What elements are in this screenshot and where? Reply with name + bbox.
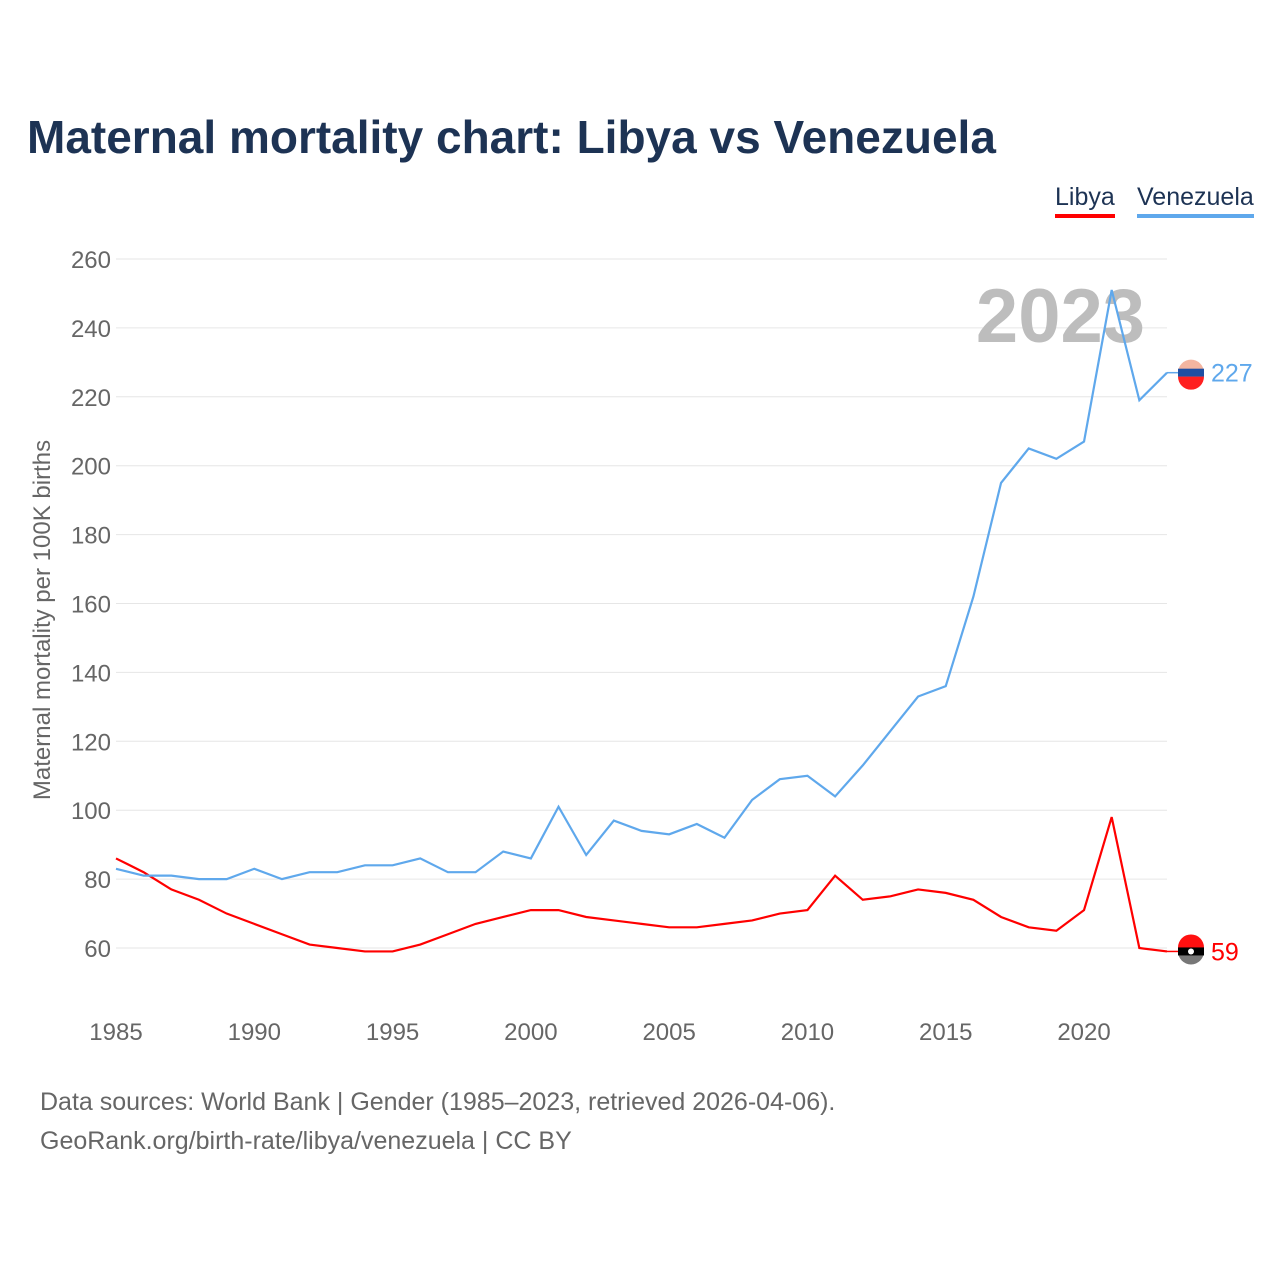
x-tick-label: 1995 <box>366 1019 419 1046</box>
chart-title: Maternal mortality chart: Libya vs Venez… <box>27 111 996 163</box>
x-tick-label: 1985 <box>89 1019 142 1046</box>
flag-stripe <box>1178 376 1204 390</box>
end-value-label: 59 <box>1211 938 1239 966</box>
source-link[interactable]: GeoRank.org/birth-rate/libya/venezuela |… <box>40 1127 572 1155</box>
legend-libya[interactable]: Libya <box>1055 183 1115 218</box>
x-tick-label: 2000 <box>504 1019 557 1046</box>
y-tick-label: 180 <box>71 523 111 550</box>
y-tick-label: 260 <box>71 247 111 274</box>
y-tick-label: 100 <box>71 798 111 825</box>
x-tick-label: 2015 <box>919 1019 972 1046</box>
source-note: Data sources: World Bank | Gender (1985–… <box>40 1088 836 1116</box>
y-tick-label: 140 <box>71 660 111 687</box>
flag-stripe <box>1178 368 1204 377</box>
y-tick-label: 60 <box>84 936 111 963</box>
x-tick-label: 2020 <box>1057 1019 1110 1046</box>
y-tick-label: 240 <box>71 316 111 343</box>
series-line-libya[interactable] <box>115 816 1168 953</box>
x-tick-label: 1990 <box>228 1019 281 1046</box>
end-value-label: 227 <box>1211 360 1253 388</box>
y-axis-label: Maternal mortality per 100K births <box>29 440 56 800</box>
y-tick-label: 200 <box>71 454 111 481</box>
y-tick-label: 120 <box>71 729 111 756</box>
x-tick-label: 2005 <box>642 1019 695 1046</box>
flag-stripe <box>1178 934 1204 948</box>
series-line-venezuela[interactable] <box>115 289 1168 881</box>
y-tick-label: 220 <box>71 385 111 412</box>
crescent-icon <box>1188 948 1194 955</box>
legend-venezuela[interactable]: Venezuela <box>1137 183 1254 218</box>
x-tick-label: 2010 <box>781 1019 834 1046</box>
y-tick-label: 160 <box>71 592 111 619</box>
year-watermark: 2023 <box>976 274 1145 359</box>
y-tick-label: 80 <box>84 867 111 894</box>
